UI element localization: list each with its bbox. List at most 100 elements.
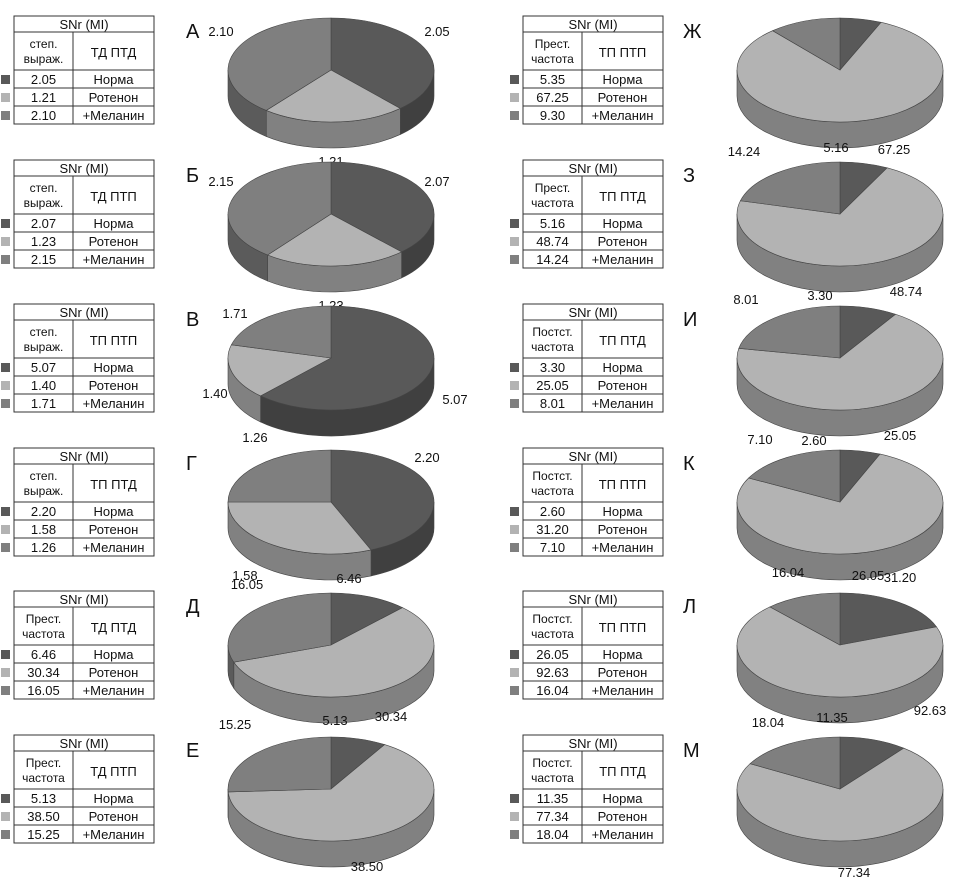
table-category: +Меланин xyxy=(83,827,145,842)
metric-label-line: частота xyxy=(22,627,65,641)
chart-panel: SNr (MI) Прест.частота ТД ПТД 6.46 Норма 30.3… xyxy=(1,571,435,724)
slice-value-label: 14.24 xyxy=(728,144,761,159)
panel-letter: Б xyxy=(186,165,199,187)
panel-letter: К xyxy=(683,453,695,475)
slice-value-label: 1.71 xyxy=(222,306,247,321)
pie-slice xyxy=(749,736,841,790)
pie-slice xyxy=(227,449,332,503)
table-category: Ротенон xyxy=(598,234,648,249)
table-value: 1.58 xyxy=(31,522,56,537)
metric-label-line: частота xyxy=(22,771,65,785)
group-label: ТП ПТД xyxy=(599,189,646,204)
table-title: SNr (MI) xyxy=(59,449,108,464)
pie-slice xyxy=(839,736,905,790)
table-category: Ротенон xyxy=(598,522,648,537)
table-value: 1.71 xyxy=(31,396,56,411)
legend-swatch xyxy=(1,794,10,803)
legend-swatch xyxy=(510,93,519,102)
table-value: 1.40 xyxy=(31,378,56,393)
panel-letter: И xyxy=(683,309,697,331)
table-value: 9.30 xyxy=(540,108,565,123)
group-label: ТП ПТД xyxy=(599,764,646,779)
table-value: 14.24 xyxy=(536,252,569,267)
legend-swatch xyxy=(1,650,10,659)
metric-label-line: Постст. xyxy=(532,469,572,483)
pie-slice xyxy=(736,21,944,123)
metric-label-line: степ. xyxy=(30,181,58,195)
slice-value-label: 18.04 xyxy=(752,715,785,730)
group-label: ТП ПТП xyxy=(599,620,647,635)
slice-value-label: 5.07 xyxy=(442,392,467,407)
chart-panel: SNr (MI)степ.выраж. ТП ПТД 2.20 Норма 1.58 Ро… xyxy=(1,430,440,583)
table-category: Норма xyxy=(602,216,643,231)
table-category: Ротенон xyxy=(89,378,139,393)
group-label: ТД ПТД xyxy=(91,620,137,635)
table-value: 77.34 xyxy=(536,809,569,824)
table-category: Ротенон xyxy=(89,90,139,105)
legend-swatch xyxy=(1,830,10,839)
slice-value-label: 3.30 xyxy=(807,288,832,303)
metric-label-line: частота xyxy=(531,771,574,785)
pie-slice xyxy=(259,305,435,411)
slice-value-label: 2.20 xyxy=(414,450,439,465)
legend-swatch xyxy=(510,525,519,534)
table-value: 18.04 xyxy=(536,827,569,842)
chart-panel: SNr (MI) Постст.частота ТП ПТД 11.35 Норма 77… xyxy=(510,710,944,880)
table-value: 8.01 xyxy=(540,396,565,411)
metric-label-line: Прест. xyxy=(26,756,61,770)
table-value: 30.34 xyxy=(27,665,60,680)
slice-value-label: 26.05 xyxy=(852,568,885,583)
legend-swatch xyxy=(1,507,10,516)
table-value: 2.15 xyxy=(31,252,56,267)
slice-value-label: 92.63 xyxy=(914,703,947,718)
panel-letter: З xyxy=(683,165,695,187)
table-category: Ротенон xyxy=(89,522,139,537)
pie-slice xyxy=(736,167,944,267)
table-category: +Меланин xyxy=(83,396,145,411)
metric-label-line: Прест. xyxy=(535,181,570,195)
slice-value-label: 2.10 xyxy=(208,24,233,39)
slice-value-label: 8.01 xyxy=(733,292,758,307)
metric-label-line: частота xyxy=(531,196,574,210)
legend-swatch xyxy=(510,237,519,246)
table-value: 7.10 xyxy=(540,540,565,555)
pie-slice xyxy=(227,736,332,793)
group-label: ТП ПТД xyxy=(90,477,137,492)
group-label: ТД ПТП xyxy=(90,189,137,204)
pie-slice xyxy=(227,161,332,256)
panel-letter: Л xyxy=(683,596,696,618)
pie-slice xyxy=(266,213,403,267)
chart-panel: SNr (MI)степ.выраж. ТД ПТП 2.07 Норма 1.23 Ро… xyxy=(1,159,450,313)
table-value: 38.50 xyxy=(27,809,60,824)
table-value: 5.16 xyxy=(540,216,565,231)
slice-value-label: 38.50 xyxy=(351,859,384,874)
legend-swatch xyxy=(1,543,10,552)
metric-label-line: Прест. xyxy=(26,612,61,626)
legend-swatch xyxy=(510,111,519,120)
table-category: Ротенон xyxy=(598,90,648,105)
pie-slice xyxy=(230,305,332,359)
chart-panel: SNr (MI) Прест.частота ТП ПТД 5.16 Норма 48.7… xyxy=(510,140,944,299)
metric-label-line: выраж. xyxy=(24,52,64,66)
chart-panel: SNr (MI) Прест.частота ТП ПТП 5.35 Норма 67.2… xyxy=(510,0,944,157)
table-value: 2.10 xyxy=(31,108,56,123)
table-value: 16.05 xyxy=(27,683,60,698)
legend-swatch xyxy=(510,543,519,552)
slice-value-label: 30.34 xyxy=(375,709,408,724)
panel-letter: Е xyxy=(186,740,199,762)
table-category: +Меланин xyxy=(592,252,654,267)
legend-swatch xyxy=(1,381,10,390)
panel-letter: Д xyxy=(186,596,200,618)
pie-slice xyxy=(330,592,404,646)
table-title: SNr (MI) xyxy=(59,592,108,607)
metric-label-line: Прест. xyxy=(535,37,570,51)
pie-slice xyxy=(736,313,944,411)
pie-slice xyxy=(265,69,402,123)
legend-swatch xyxy=(510,399,519,408)
legend-swatch xyxy=(1,219,10,228)
panel-letter: А xyxy=(186,21,200,43)
table-title: SNr (MI) xyxy=(568,305,617,320)
table-title: SNr (MI) xyxy=(59,736,108,751)
metric-label-line: степ. xyxy=(30,469,58,483)
